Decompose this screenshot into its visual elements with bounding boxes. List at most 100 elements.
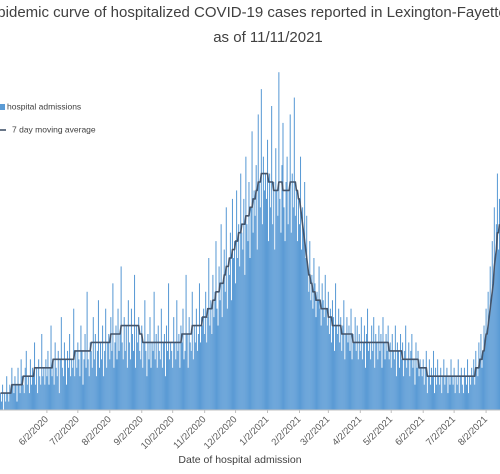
x-tick-label: 1/2/2021 — [237, 414, 271, 448]
bar — [445, 376, 447, 410]
bar — [414, 384, 416, 410]
bar — [427, 376, 429, 410]
bar — [107, 342, 109, 410]
bar — [80, 325, 82, 410]
bar — [467, 359, 469, 410]
bar — [472, 376, 474, 410]
legend-label: hospital admissions — [7, 101, 81, 111]
bar — [338, 308, 340, 410]
bar — [429, 384, 431, 410]
bar — [162, 342, 164, 410]
bar — [216, 308, 218, 410]
bar — [106, 367, 108, 410]
bar — [213, 317, 215, 410]
bar — [131, 334, 133, 410]
bar — [370, 359, 372, 410]
bar — [449, 384, 451, 410]
bar — [211, 334, 213, 410]
bar — [490, 300, 492, 410]
bar — [485, 308, 487, 410]
bar — [237, 258, 239, 410]
bar — [221, 317, 223, 410]
bar — [214, 291, 216, 410]
bar — [343, 300, 345, 410]
bar — [84, 334, 86, 410]
bar — [337, 334, 339, 410]
bar — [274, 249, 276, 410]
bar — [91, 367, 93, 410]
bar — [493, 207, 495, 410]
bar — [386, 350, 388, 410]
bar — [157, 325, 159, 410]
bar — [4, 393, 6, 410]
bar — [45, 359, 47, 410]
bar — [215, 241, 217, 410]
bar — [5, 401, 7, 410]
bar — [486, 334, 488, 410]
bar — [178, 334, 180, 410]
bar — [76, 367, 78, 410]
bar — [69, 334, 71, 410]
bar — [113, 367, 115, 410]
bar — [23, 393, 25, 410]
bar — [93, 359, 95, 410]
bar — [53, 384, 55, 410]
bar — [62, 376, 64, 410]
bar — [415, 342, 417, 410]
bar — [423, 384, 425, 410]
bar — [122, 359, 124, 410]
bar — [353, 342, 355, 410]
bar — [438, 376, 440, 410]
bar — [224, 291, 226, 410]
bar — [220, 224, 222, 410]
bar — [195, 308, 197, 410]
bar — [140, 359, 142, 410]
bar — [362, 342, 364, 410]
bar — [443, 359, 445, 410]
bar — [331, 300, 333, 410]
bar — [484, 342, 486, 410]
bar — [152, 350, 154, 410]
bar — [316, 291, 318, 410]
bar — [451, 376, 453, 410]
bar — [193, 325, 195, 410]
bar — [268, 241, 270, 410]
bar — [375, 334, 377, 410]
bar — [368, 350, 370, 410]
bar — [376, 342, 378, 410]
bar — [191, 291, 193, 410]
bar — [177, 350, 179, 410]
bar — [442, 376, 444, 410]
bar — [58, 393, 60, 410]
bar — [424, 367, 426, 410]
bar — [285, 182, 287, 410]
bar — [28, 393, 30, 410]
bar — [461, 384, 463, 410]
bar — [257, 114, 259, 410]
bar — [184, 350, 186, 410]
bar — [200, 342, 202, 410]
bar — [383, 342, 385, 410]
bar — [169, 359, 171, 410]
bar — [125, 325, 127, 410]
bar — [67, 350, 69, 410]
bar — [488, 317, 490, 410]
bar — [435, 367, 437, 410]
bar — [305, 258, 307, 410]
bar — [351, 359, 353, 410]
bar — [89, 342, 91, 410]
bar — [465, 384, 468, 410]
bar — [129, 359, 131, 410]
bar — [137, 342, 139, 410]
bar — [296, 241, 298, 410]
bar — [74, 376, 76, 410]
bar — [120, 266, 122, 410]
bar — [187, 367, 189, 410]
bar — [418, 376, 420, 410]
bar — [151, 342, 153, 410]
bar — [142, 367, 144, 410]
bar — [340, 317, 342, 410]
bar — [495, 224, 497, 410]
bar — [481, 367, 483, 410]
